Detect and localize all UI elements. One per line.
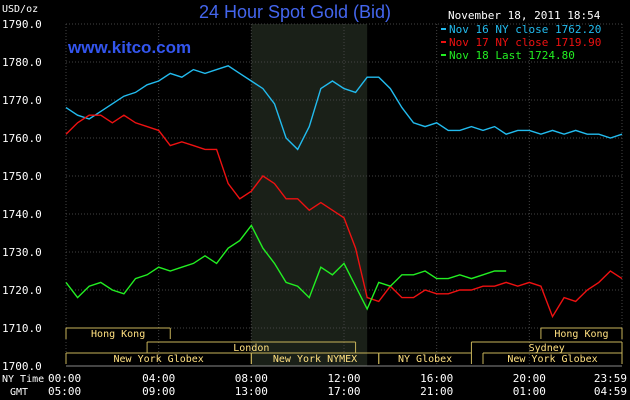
market-label: New York NYMEX [273, 354, 357, 365]
market-label: New York Globex [114, 354, 204, 365]
shaded-trading-window [251, 24, 368, 366]
market-label: NY Globex [398, 354, 452, 365]
x-tick-label-gmt: 05:00 [48, 385, 81, 398]
market-label: Hong Kong [91, 329, 145, 340]
market-label: New York Globex [507, 354, 597, 365]
series-line-1 [65, 114, 623, 319]
y-tick-label: 1750.0 [2, 170, 42, 183]
x-tick-label-ny: 04:00 [142, 372, 175, 385]
x-tick-label-ny: 00:00 [48, 372, 81, 385]
y-tick-label: 1730.0 [2, 246, 42, 259]
legend-entry: Nov 18 Last 1724.80 [449, 49, 575, 62]
watermark-text: www.kitco.com [67, 38, 191, 57]
y-tick-label: 1710.0 [2, 322, 42, 335]
x-tick-label-gmt: 21:00 [420, 385, 453, 398]
y-tick-label: 1780.0 [2, 56, 42, 69]
market-label: Sydney [529, 343, 565, 354]
x-tick-label-ny: 12:00 [327, 372, 360, 385]
legend-entry: Nov 17 NY close 1719.90 [449, 36, 601, 49]
x-tick-label-gmt: 01:00 [513, 385, 546, 398]
y-tick-label: 1760.0 [2, 132, 42, 145]
chart-title: 24 Hour Spot Gold (Bid) [199, 2, 391, 22]
y-tick-label: 1790.0 [2, 18, 42, 31]
axes: 1790.0 1780.0 1770.0 1760.0 1750.0 1740.0 1730… [2, 18, 627, 398]
market-label: London [233, 343, 269, 354]
legend-entry: Nov 16 NY close 1762.20 [449, 23, 601, 36]
x-tick-label-ny: 08:00 [235, 372, 268, 385]
y-tick-label: 1740.0 [2, 208, 42, 221]
y-tick-label: 1700.0 [2, 360, 42, 373]
x-tick-label-gmt: 09:00 [142, 385, 175, 398]
series-line-0 [65, 65, 623, 151]
x-tick-label-gmt: 17:00 [327, 385, 360, 398]
y-tick-label: 1770.0 [2, 94, 42, 107]
x-tick-label-ny: 20:00 [513, 372, 546, 385]
ny-time-label: NY Time [2, 374, 44, 385]
y-tick-label: 1720.0 [2, 284, 42, 297]
gmt-label: GMT [10, 387, 28, 398]
x-tick-label-gmt: 04:59 [594, 385, 627, 398]
series-line-2 [65, 224, 507, 311]
y-axis-unit-label: USD/oz [2, 4, 38, 15]
timestamp: November 18, 2011 18:54 [448, 9, 601, 22]
x-tick-label-gmt: 13:00 [235, 385, 268, 398]
market-label: Hong Kong [554, 329, 608, 340]
x-tick-label-ny: 16:00 [420, 372, 453, 385]
x-tick-label-ny: 23:59 [594, 372, 627, 385]
